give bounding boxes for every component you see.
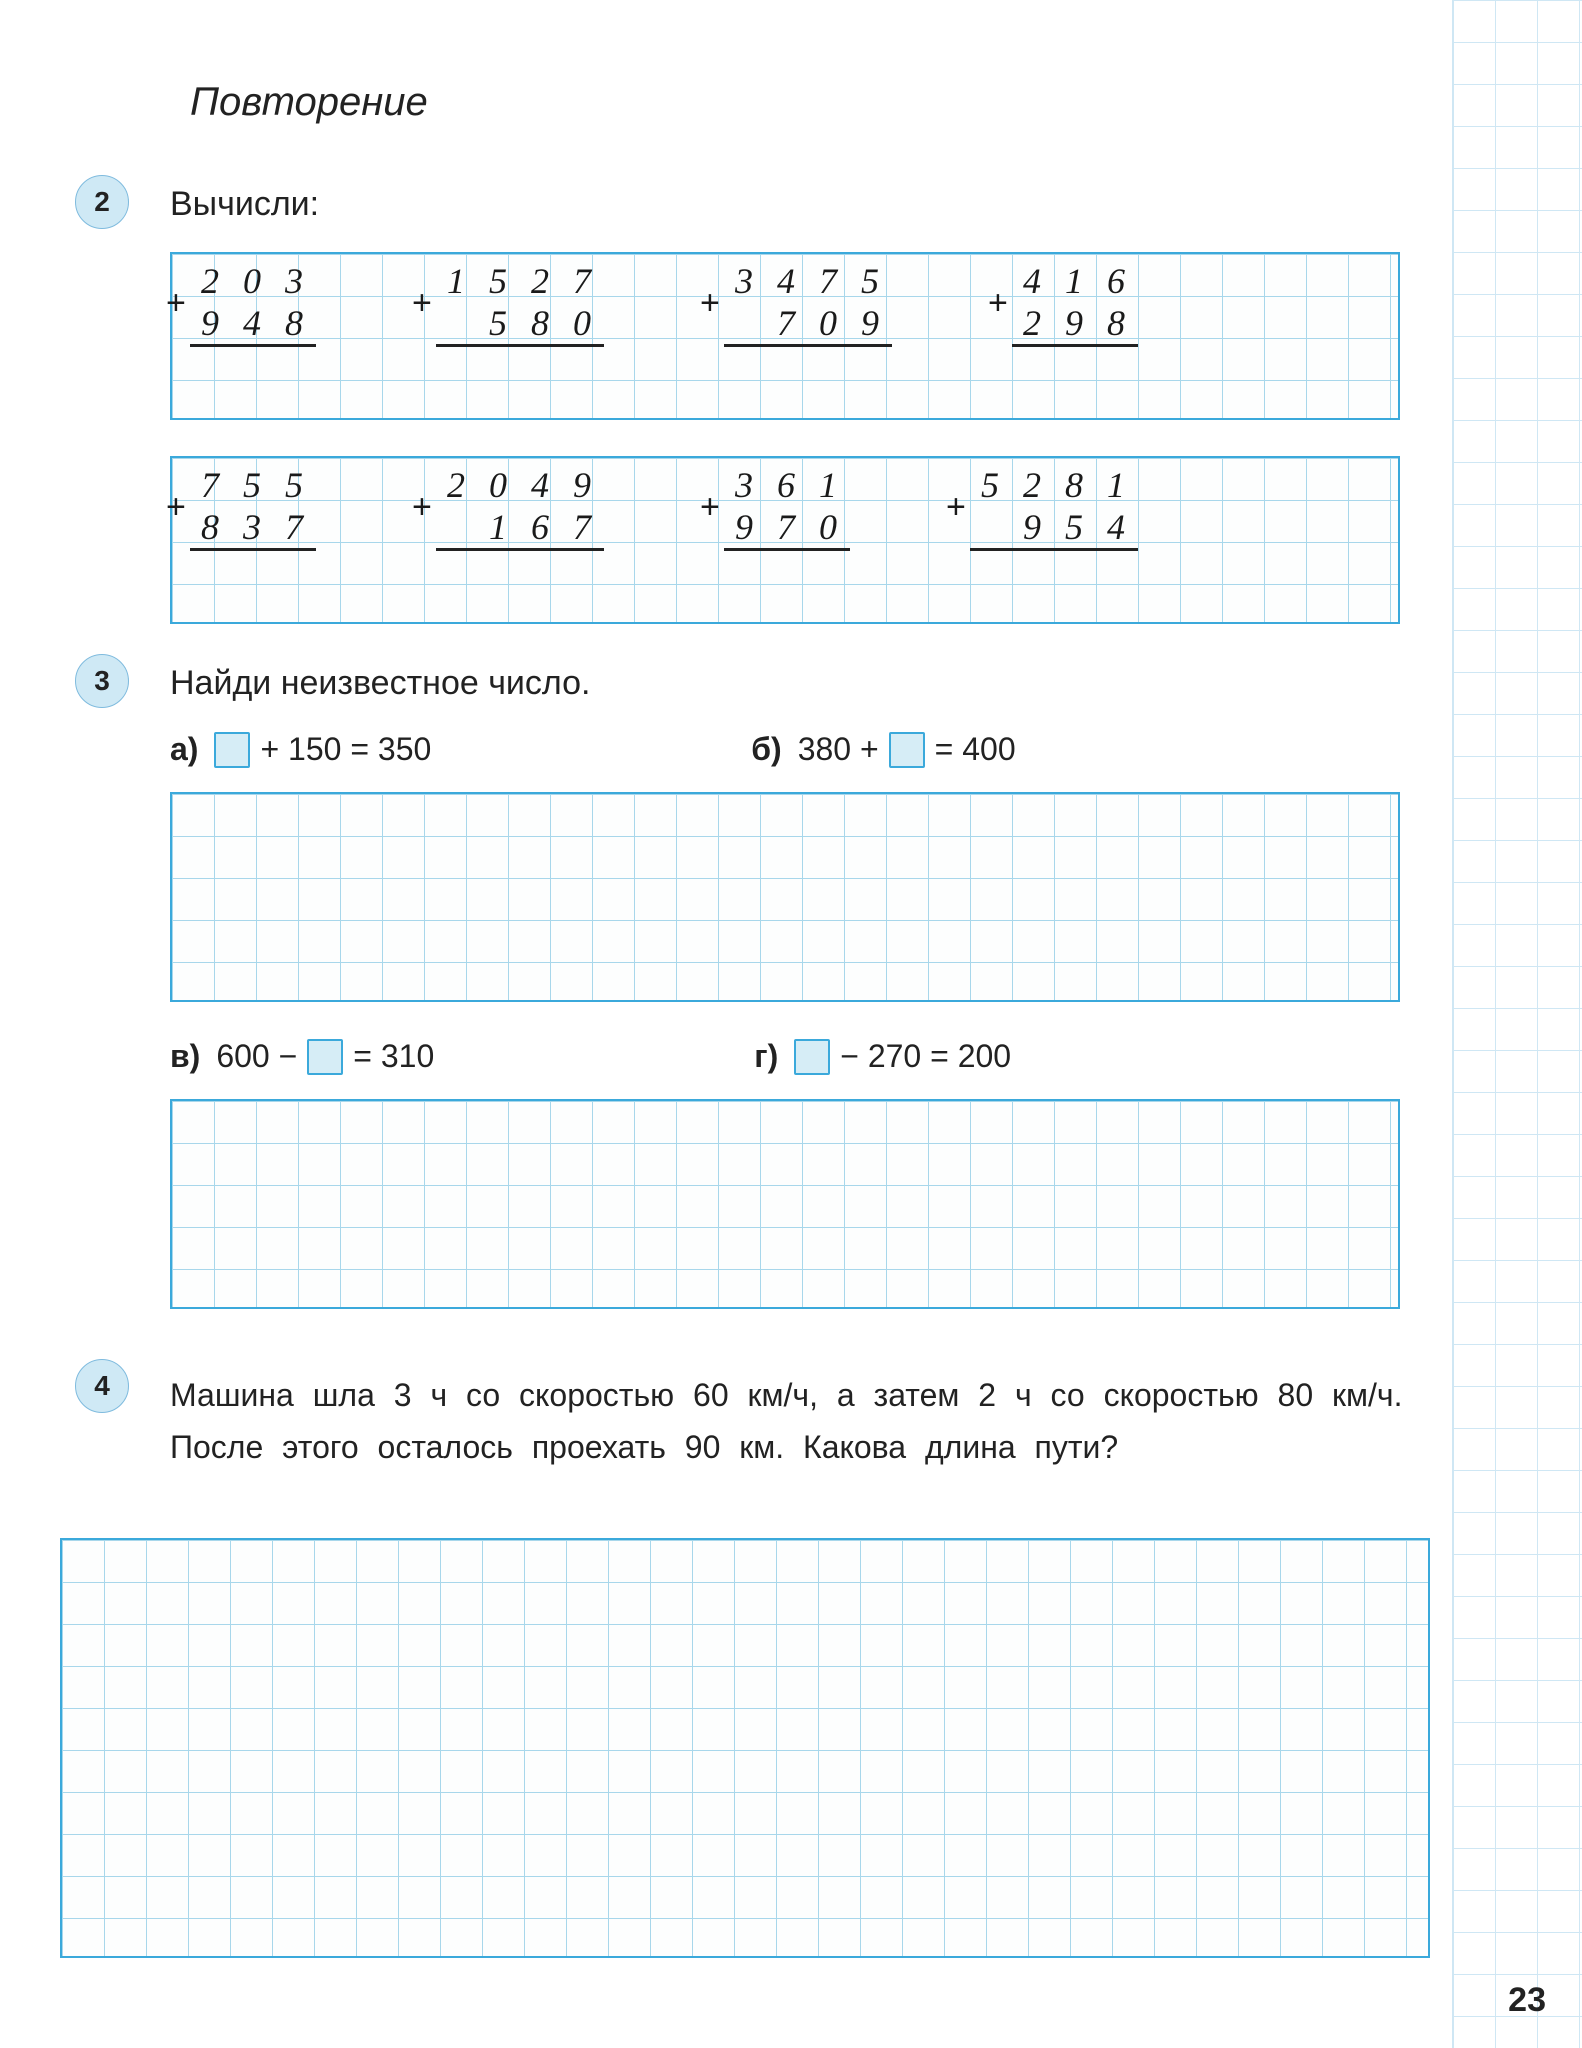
eq-c-before: 600 −	[216, 1038, 297, 1075]
work-grid-ab	[170, 792, 1400, 1002]
sum-bar	[190, 344, 316, 347]
blank-input[interactable]	[794, 1039, 830, 1075]
sum-bar	[724, 548, 850, 551]
sum-bar	[970, 548, 1138, 551]
equation-line-cd: в) 600 − = 310 г) − 270 = 200	[170, 1038, 1430, 1075]
equation-b: б) 380 + = 400	[751, 731, 1015, 768]
gutter-grid	[1452, 0, 1582, 2048]
blank-input[interactable]	[307, 1039, 343, 1075]
addition-problem: +416298	[1012, 260, 1138, 347]
equation-d: г) − 270 = 200	[754, 1038, 1011, 1075]
plus-sign: +	[700, 282, 720, 324]
addend-bottom: 970	[724, 506, 850, 548]
page-number: 23	[1508, 1981, 1546, 2020]
addend-bottom: 167	[436, 506, 604, 548]
addend-top: 5281	[970, 464, 1138, 506]
plus-sign: +	[166, 486, 186, 528]
eq-b-label: б)	[751, 731, 781, 768]
addend-top: 416	[1012, 260, 1138, 302]
eq-a-label: а)	[170, 731, 198, 768]
task-badge-4: 4	[75, 1359, 129, 1413]
eq-c-after: = 310	[353, 1038, 434, 1075]
equation-c: в) 600 − = 310	[170, 1038, 434, 1075]
sum-bar	[436, 548, 604, 551]
addend-top: 755	[190, 464, 316, 506]
content: Повторение 2 Вычисли: +203948+1527580+34…	[170, 80, 1430, 1473]
eq-a-text: + 150 = 350	[260, 731, 431, 768]
plus-sign: +	[988, 282, 1008, 324]
calc-grid-row-a: +203948+1527580+3475709+416298	[170, 252, 1400, 420]
addend-top: 3475	[724, 260, 892, 302]
work-grid-cd	[170, 1099, 1400, 1309]
page: Повторение 2 Вычисли: +203948+1527580+34…	[0, 0, 1582, 2048]
task-4: 4 Машина шла 3 ч со скоростью 60 км/ч, а…	[170, 1369, 1430, 1473]
plus-sign: +	[700, 486, 720, 528]
addend-bottom: 948	[190, 302, 316, 344]
plus-sign: +	[946, 486, 966, 528]
addition-problem: +5281954	[970, 464, 1138, 551]
sum-bar	[1012, 344, 1138, 347]
sum-bar	[190, 548, 316, 551]
addition-problem: +203948	[190, 260, 316, 347]
plus-sign: +	[412, 486, 432, 528]
equation-a: а) + 150 = 350	[170, 731, 431, 768]
addend-top: 2049	[436, 464, 604, 506]
eq-c-label: в)	[170, 1038, 200, 1075]
blank-input[interactable]	[889, 732, 925, 768]
blank-input[interactable]	[214, 732, 250, 768]
addition-problem: +1527580	[436, 260, 604, 347]
addition-problem: +3475709	[724, 260, 892, 347]
plus-sign: +	[412, 282, 432, 324]
sum-bar	[436, 344, 604, 347]
eq-d-after: − 270 = 200	[840, 1038, 1011, 1075]
task-2-heading: Вычисли:	[170, 185, 1430, 224]
addend-bottom: 580	[436, 302, 604, 344]
calc-grid-row-b: +755837+2049167+361970+5281954	[170, 456, 1400, 624]
page-title: Повторение	[190, 80, 1430, 125]
eq-b-after: = 400	[935, 731, 1016, 768]
addend-bottom: 298	[1012, 302, 1138, 344]
addition-problem: +361970	[724, 464, 850, 551]
addend-bottom: 837	[190, 506, 316, 548]
work-grid-task4	[60, 1538, 1430, 1958]
task-badge-3: 3	[75, 654, 129, 708]
sum-bar	[724, 344, 892, 347]
task-3: 3 Найди неизвестное число. а) + 150 = 35…	[170, 664, 1430, 1309]
equation-line-ab: а) + 150 = 350 б) 380 + = 400	[170, 731, 1430, 768]
eq-d-label: г)	[754, 1038, 778, 1075]
addend-top: 203	[190, 260, 316, 302]
task-badge-2: 2	[75, 175, 129, 229]
eq-b-before: 380 +	[798, 731, 879, 768]
task-4-text: Машина шла 3 ч со скоростью 60 км/ч, а з…	[170, 1369, 1430, 1473]
addend-top: 1527	[436, 260, 604, 302]
addend-top: 361	[724, 464, 850, 506]
addition-problem: +755837	[190, 464, 316, 551]
task-2: 2 Вычисли: +203948+1527580+3475709+41629…	[170, 185, 1430, 624]
addend-bottom: 954	[970, 506, 1138, 548]
addend-bottom: 709	[724, 302, 892, 344]
task-3-heading: Найди неизвестное число.	[170, 664, 1430, 703]
addition-problem: +2049167	[436, 464, 604, 551]
plus-sign: +	[166, 282, 186, 324]
